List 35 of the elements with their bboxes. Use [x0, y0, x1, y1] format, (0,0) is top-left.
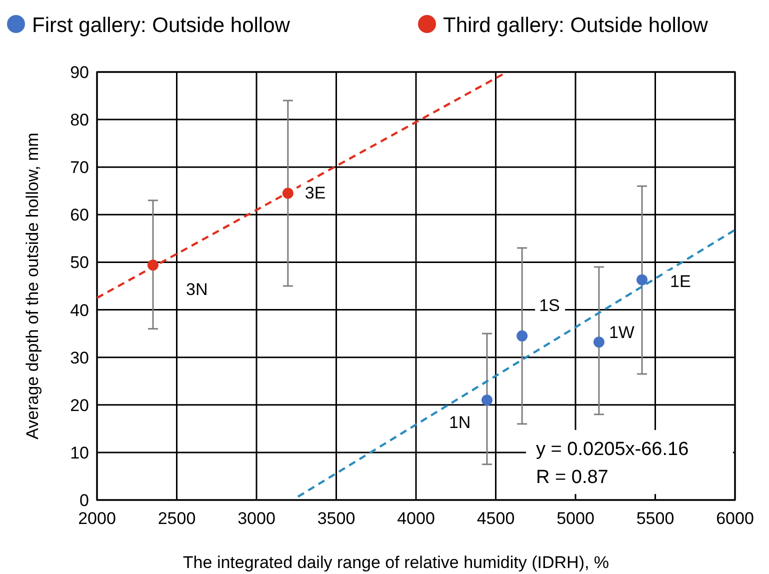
x-axis-title: The integrated daily range of relative humidity (IDRH), %	[182, 553, 610, 572]
y-tick-label: 30	[70, 348, 89, 368]
x-tick-label: 3500	[317, 509, 356, 528]
legend-label: First gallery: Outside hollow	[32, 14, 291, 37]
point	[593, 336, 604, 348]
annotation: R = 0.87	[536, 467, 608, 488]
annotation: 1E	[670, 272, 691, 291]
y-tick-label: 60	[70, 206, 89, 225]
point	[516, 330, 528, 342]
x-tick-label: 3000	[238, 509, 276, 528]
x-tick-label: 5500	[636, 509, 674, 528]
x-tick-label: 5000	[556, 509, 594, 528]
y-tick-label: 0	[80, 491, 89, 510]
annotation: 1N	[448, 413, 471, 432]
y-tick-label: 50	[70, 253, 89, 272]
legend-label: Third gallery: Outside hollow	[443, 14, 709, 37]
x-tick-label: 4500	[476, 509, 515, 528]
annotation: y = 0.0205x-66.16	[536, 439, 689, 460]
x-tick-label: 2000	[78, 509, 116, 528]
annotation: 1S	[539, 296, 560, 315]
annotation: 1W	[608, 323, 634, 342]
y-tick-label: 10	[70, 443, 89, 462]
point	[636, 274, 648, 286]
x-tick-label: 2500	[158, 509, 196, 528]
y-tick-label: 80	[70, 110, 89, 130]
x-tick-label: 4000	[397, 509, 435, 528]
x-tick-label: 6000	[716, 509, 754, 528]
y-tick-label: 40	[70, 300, 89, 320]
y-tick-label: 70	[70, 158, 89, 178]
y-tick-label: 20	[70, 396, 89, 415]
point	[481, 394, 492, 406]
annotation: 3E	[304, 183, 326, 202]
y-tick-label: 90	[70, 63, 89, 82]
y-axis-title: Average depth of the outside hollow, mm	[23, 132, 42, 440]
annotation: 3N	[186, 280, 208, 300]
